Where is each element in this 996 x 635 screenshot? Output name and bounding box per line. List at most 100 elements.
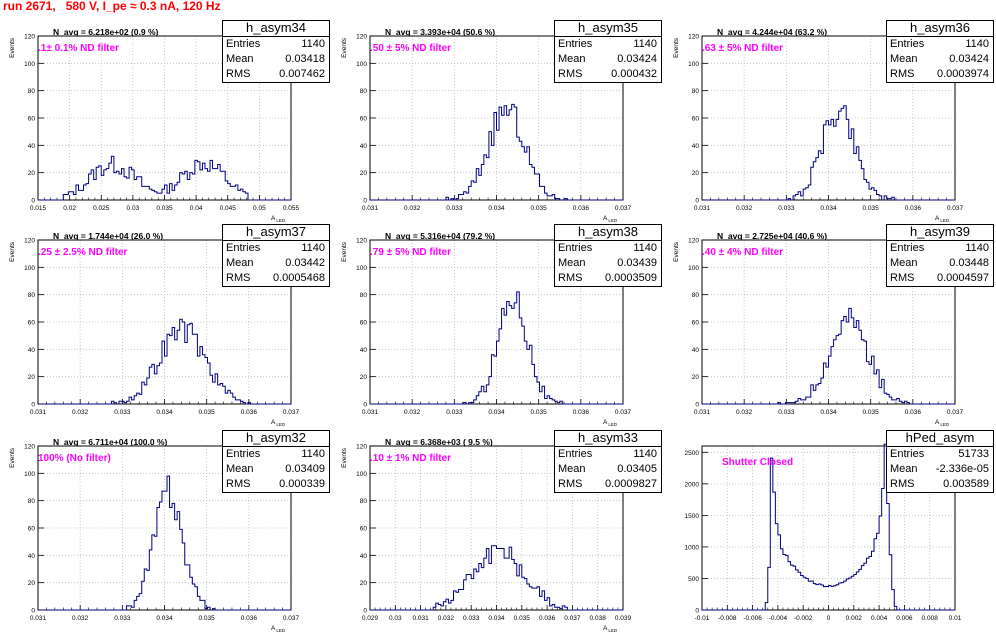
histogram-line	[38, 475, 291, 611]
rms-label: RMS	[226, 272, 251, 284]
filter-annotation: .1± 0.1% ND filter	[38, 43, 120, 54]
stats-box: h_asym32 Entries 1140 Mean 0.03409 RMS 0.00033…	[222, 430, 330, 493]
y-tick-label: 0	[695, 402, 699, 409]
entries-label: Entries	[890, 38, 925, 50]
filter-annotation: Shutter Closed	[722, 457, 794, 468]
mean-label: Mean	[558, 257, 586, 269]
x-tick-label: 0.034	[156, 409, 173, 416]
rms-label: RMS	[558, 478, 583, 490]
y-tick-label: 60	[692, 320, 700, 327]
stats-box: hPed_asym Entries 51733 Mean -2.336e-05 RMS 0.…	[886, 430, 994, 493]
histogram-panel-h_asym39: 0.031 0.032 0.033 0.034 0.035 0.036 0.037 0 20 40…	[664, 222, 996, 429]
x-tick-label: 0.035	[863, 409, 880, 416]
histogram-name: hPed_asym	[887, 431, 993, 447]
entries-label: Entries	[226, 242, 261, 254]
y-tick-label: 120	[356, 34, 367, 41]
mean-value: -2.336e-05	[935, 463, 989, 475]
y-tick-label: 20	[28, 170, 36, 177]
histogram-name: h_asym38	[555, 225, 661, 241]
rms-value: 0.0005468	[273, 272, 325, 284]
x-axis-title: ALED	[603, 625, 618, 633]
x-tick-label: 0.035	[199, 615, 216, 622]
x-tick-label: 0.032	[72, 409, 89, 416]
y-tick-label: 120	[688, 238, 699, 245]
mean-label: Mean	[890, 463, 918, 475]
histogram-panel-h_asym32: 0.031 0.032 0.033 0.034 0.035 0.036 0.037 0 20 40…	[0, 428, 332, 635]
x-tick-label: 0.008	[922, 615, 939, 622]
x-tick-label: 0.031	[694, 205, 711, 212]
x-tick-label: 0.033	[463, 615, 480, 622]
y-tick-label: 100	[356, 471, 367, 478]
filter-annotation: .63 ± 5% ND filter	[702, 43, 784, 54]
y-tick-label: 0	[363, 608, 367, 615]
rms-value: 0.0009827	[605, 478, 657, 490]
y-tick-label: 80	[28, 498, 36, 505]
x-tick-label: 0.03	[389, 615, 402, 622]
mean-label: Mean	[558, 463, 586, 475]
mean-label: Mean	[226, 463, 254, 475]
y-tick-label: 60	[360, 320, 368, 327]
y-tick-label: 80	[360, 498, 368, 505]
x-axis-title: ALED	[603, 215, 618, 223]
y-tick-label: 120	[24, 238, 35, 245]
mean-value: 0.03448	[949, 257, 989, 269]
histogram-svg-h_asym34: 0.015 0.02 0.025 0.03 0.035 0.04 0.045 0.05 0.05…	[9, 34, 300, 224]
x-tick-label: 0.025	[93, 205, 110, 212]
y-tick-label: 20	[28, 374, 36, 381]
entries-label: Entries	[890, 448, 925, 460]
y-tick-label: 40	[360, 553, 368, 560]
mean-value: 0.03439	[617, 257, 657, 269]
x-tick-label: 0.031	[30, 409, 47, 416]
x-tick-label: 0.031	[30, 615, 47, 622]
x-tick-label: 0.034	[156, 615, 173, 622]
mean-label: Mean	[890, 53, 918, 65]
x-tick-label: -0.002	[794, 615, 813, 622]
entries-value: 1140	[965, 242, 989, 254]
x-tick-label: 0.032	[438, 615, 455, 622]
run-title: run 2671, 580 V, I_pe ≈ 0.3 nA, 120 Hz	[3, 0, 221, 13]
y-axis-title: Events	[341, 447, 348, 468]
rms-value: 0.0003974	[937, 68, 989, 80]
x-tick-label: 0.035	[531, 205, 548, 212]
histogram-line	[702, 307, 955, 405]
y-tick-label: 0	[31, 402, 35, 409]
x-tick-label: 0.031	[412, 615, 429, 622]
y-tick-label: 60	[28, 116, 36, 123]
histogram-name: h_asym32	[223, 431, 329, 447]
y-tick-label: 100	[356, 265, 367, 272]
y-tick-label: 100	[356, 61, 367, 68]
y-tick-label: 1500	[685, 513, 700, 520]
x-tick-label: 0.036	[241, 615, 258, 622]
x-tick-label: 0.037	[283, 615, 300, 622]
entries-value: 1140	[301, 242, 325, 254]
histogram-name: h_asym35	[555, 21, 661, 37]
histogram-line	[370, 545, 623, 611]
filter-annotation: .50 ± 5% ND filter	[370, 43, 452, 54]
stats-box: h_asym34 Entries 1140 Mean 0.03418 RMS 0.00746…	[222, 20, 330, 83]
y-tick-label: 80	[28, 88, 36, 95]
stats-box: h_asym35 Entries 1140 Mean 0.03424 RMS 0.00043…	[554, 20, 662, 83]
y-tick-label: 2000	[685, 481, 700, 488]
y-tick-label: 120	[356, 238, 367, 245]
histogram-line	[370, 103, 623, 201]
y-tick-label: 0	[363, 402, 367, 409]
n-avg-label: N_avg = 5.316e+04 (79.2 %)	[385, 231, 496, 241]
histogram-line	[38, 318, 291, 405]
x-tick-label: 0.004	[871, 615, 888, 622]
y-tick-label: 0	[31, 198, 35, 205]
filter-annotation: .79 ± 5% ND filter	[370, 247, 452, 258]
y-axis-title: Events	[9, 241, 16, 262]
x-tick-label: 0.033	[114, 409, 131, 416]
entries-value: 1140	[301, 38, 325, 50]
n-avg-label: N_avg = 6.368e+03 ( 9.5 %)	[385, 437, 493, 447]
x-tick-label: 0.037	[947, 205, 964, 212]
y-axis-title: Events	[341, 241, 348, 262]
x-tick-label: 0.033	[114, 615, 131, 622]
x-tick-label: -0.01	[695, 615, 710, 622]
n-avg-label: N_avg = 4.244e+04 (63.2 %)	[717, 27, 828, 37]
y-tick-label: 100	[688, 265, 699, 272]
filter-annotation: .40 ± 4% ND filter	[702, 247, 784, 258]
x-tick-label: 0.034	[488, 205, 505, 212]
filter-annotation: 100% (No filter)	[38, 453, 111, 464]
x-tick-label: 0.038	[590, 615, 607, 622]
